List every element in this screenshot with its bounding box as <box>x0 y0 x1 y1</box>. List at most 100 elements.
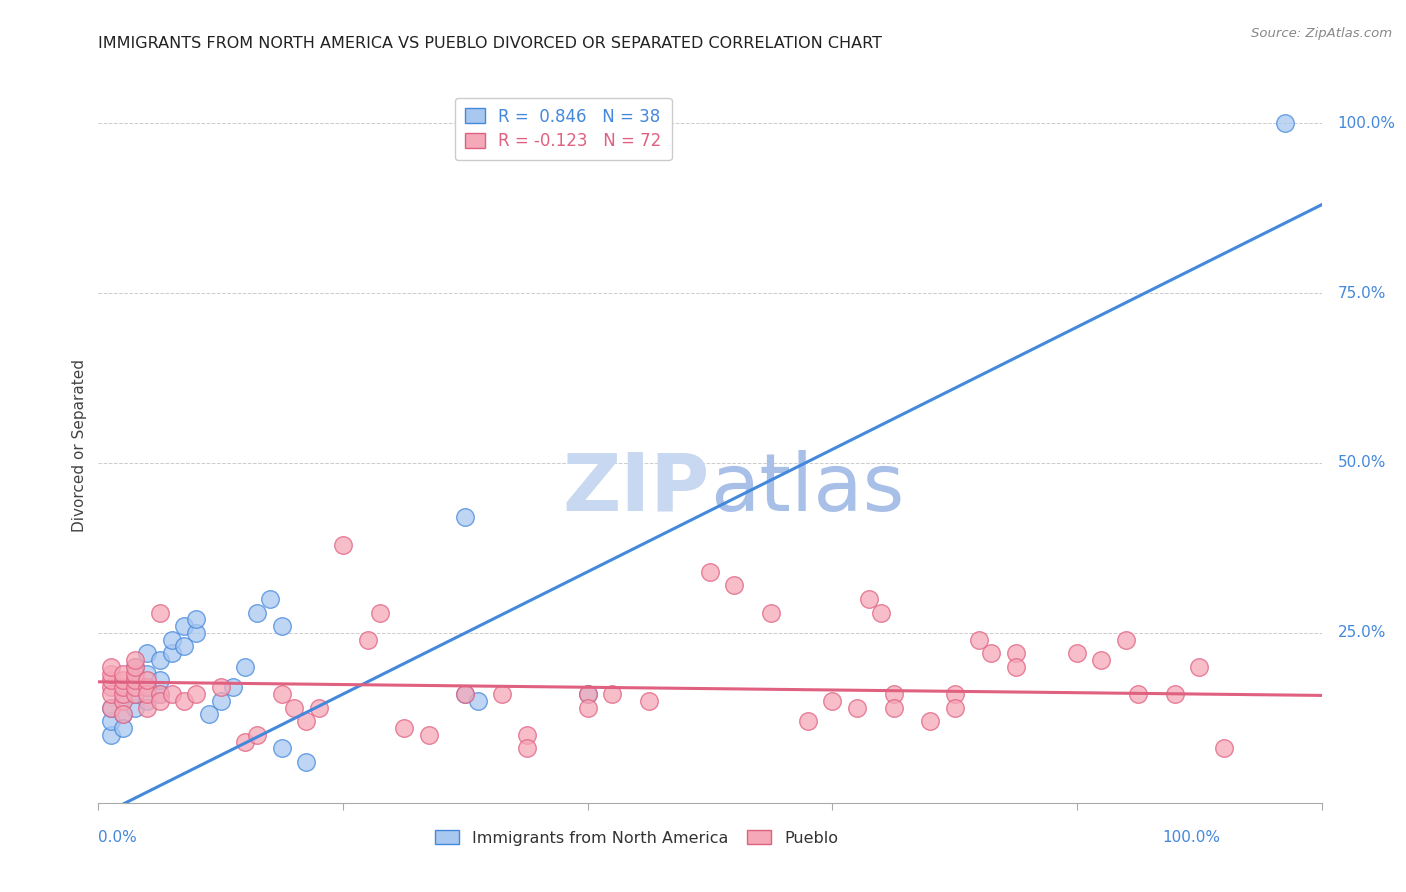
Text: IMMIGRANTS FROM NORTH AMERICA VS PUEBLO DIVORCED OR SEPARATED CORRELATION CHART: IMMIGRANTS FROM NORTH AMERICA VS PUEBLO … <box>98 36 883 51</box>
Point <box>149 673 172 688</box>
Point <box>943 700 966 714</box>
Point <box>515 728 537 742</box>
Point <box>136 680 159 694</box>
Point <box>100 660 122 674</box>
Point <box>111 721 134 735</box>
Point <box>160 646 183 660</box>
Point <box>246 606 269 620</box>
Text: 50.0%: 50.0% <box>1337 456 1386 470</box>
Point <box>124 700 146 714</box>
Point <box>186 612 208 626</box>
Text: 0.0%: 0.0% <box>98 830 138 845</box>
Point <box>149 653 172 667</box>
Text: Source: ZipAtlas.com: Source: ZipAtlas.com <box>1251 27 1392 40</box>
Point <box>821 694 844 708</box>
Point <box>100 687 122 701</box>
Point <box>883 687 905 701</box>
Point <box>1128 687 1150 701</box>
Point <box>699 565 721 579</box>
Point <box>149 687 172 701</box>
Point <box>197 707 219 722</box>
Point <box>111 707 134 722</box>
Point <box>124 687 146 701</box>
Point <box>222 680 245 694</box>
Point <box>233 734 256 748</box>
Point <box>160 632 183 647</box>
Point <box>515 741 537 756</box>
Point <box>100 673 122 688</box>
Point <box>111 680 134 694</box>
Point <box>136 680 159 694</box>
Point <box>160 687 183 701</box>
Point <box>149 606 172 620</box>
Point <box>392 721 416 735</box>
Point <box>100 666 122 681</box>
Point <box>111 673 134 688</box>
Text: 100.0%: 100.0% <box>1163 830 1220 845</box>
Point <box>1274 116 1296 130</box>
Point <box>209 680 232 694</box>
Point <box>186 687 208 701</box>
Point <box>124 673 146 688</box>
Point <box>209 694 232 708</box>
Point <box>124 680 146 694</box>
Point <box>149 687 172 701</box>
Point <box>1188 660 1211 674</box>
Point <box>124 660 146 674</box>
Point <box>136 673 159 688</box>
Point <box>295 755 318 769</box>
Point <box>124 660 146 674</box>
Point <box>332 537 354 551</box>
Point <box>100 680 122 694</box>
Point <box>136 687 159 701</box>
Point <box>1066 646 1088 660</box>
Text: atlas: atlas <box>710 450 904 528</box>
Point <box>259 591 281 606</box>
Point <box>1164 687 1187 701</box>
Point <box>124 687 146 701</box>
Point <box>454 687 477 701</box>
Point <box>111 707 134 722</box>
Legend: Immigrants from North America, Pueblo: Immigrants from North America, Pueblo <box>429 823 845 852</box>
Point <box>454 687 477 701</box>
Point <box>111 687 134 701</box>
Point <box>1004 646 1026 660</box>
Point <box>246 728 269 742</box>
Point <box>124 653 146 667</box>
Point <box>967 632 990 647</box>
Point <box>418 728 440 742</box>
Point <box>270 741 294 756</box>
Point <box>454 510 477 524</box>
Point <box>136 700 159 714</box>
Point <box>1212 741 1234 756</box>
Text: 25.0%: 25.0% <box>1337 625 1386 640</box>
Y-axis label: Divorced or Separated: Divorced or Separated <box>72 359 87 533</box>
Point <box>111 694 134 708</box>
Point <box>173 694 195 708</box>
Point <box>491 687 513 701</box>
Point <box>233 660 256 674</box>
Point <box>600 687 623 701</box>
Point <box>149 694 172 708</box>
Point <box>870 606 893 620</box>
Point <box>845 700 868 714</box>
Point <box>576 700 599 714</box>
Point <box>368 606 391 620</box>
Point <box>136 694 159 708</box>
Point <box>100 700 122 714</box>
Point <box>173 619 195 633</box>
Point <box>723 578 745 592</box>
Point <box>270 619 294 633</box>
Point <box>124 673 146 688</box>
Point <box>295 714 318 729</box>
Text: 100.0%: 100.0% <box>1337 116 1396 131</box>
Point <box>111 694 134 708</box>
Text: ZIP: ZIP <box>562 450 710 528</box>
Point <box>761 606 783 620</box>
Point <box>1090 653 1112 667</box>
Point <box>858 591 880 606</box>
Point <box>467 694 489 708</box>
Point <box>136 646 159 660</box>
Point <box>186 626 208 640</box>
Point <box>100 714 122 729</box>
